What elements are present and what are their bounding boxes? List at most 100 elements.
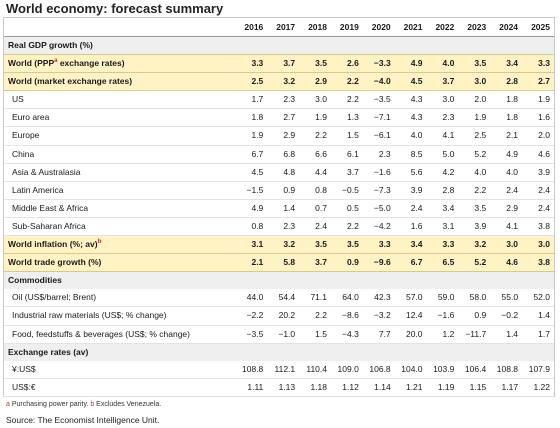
row-label: World (market exchange rates)	[4, 72, 236, 92]
value-cell-2025: 1.22	[522, 378, 554, 397]
value-cell-2024: 4.6	[490, 253, 523, 273]
section-header-row: Real GDP growth (%)	[4, 36, 554, 55]
row-label: Exchange rates (av)	[4, 343, 554, 361]
page-title: World economy: forecast summary	[6, 1, 224, 16]
row-label-text: Europe	[12, 130, 40, 141]
value-cell-2022: 4.0	[426, 54, 459, 74]
value-cell-2021: 104.0	[394, 360, 427, 379]
value-cell-2017: 4.8	[267, 163, 300, 182]
row-label-text: US	[12, 94, 24, 105]
value-cell-2022: 1.2	[426, 325, 459, 344]
value-cell-2021: 1.21	[394, 378, 427, 397]
value-cell-2020: 1.14	[362, 378, 395, 397]
value-cell-2016: 1.9	[235, 126, 268, 146]
value-cell-2017: 112.1	[267, 360, 300, 379]
value-cell-2017: −1.0	[267, 325, 300, 344]
value-cell-2025: 4.6	[522, 145, 554, 164]
value-cell-2017: 2.7	[267, 108, 300, 128]
year-header-2022: 2022	[426, 18, 459, 37]
value-cell-2019: 2.2	[330, 90, 363, 110]
table-row: World trade growth (%) 2.1 5.8 3.7 0.9 −9.6 6.…	[4, 253, 554, 273]
value-cell-2022: 4.2	[426, 163, 459, 182]
value-cell-2016: 1.11	[235, 378, 268, 397]
value-cell-2024: 2.8	[490, 72, 523, 92]
row-label-text: Real GDP growth (%)	[8, 40, 93, 50]
value-cell-2022: 3.1	[426, 217, 459, 237]
row-label: Middle East & Africa	[4, 199, 236, 218]
value-cell-2025: 3.3	[522, 54, 554, 74]
value-cell-2020: −3.3	[362, 54, 395, 74]
row-label: US	[4, 90, 236, 110]
table-row: Industrial raw materials (US$; % change)…	[4, 306, 554, 326]
table-row: Oil (US$/barrel; Brent) 44.0 54.4 71.1 64.0 4…	[4, 289, 554, 308]
value-cell-2016: 3.3	[235, 54, 268, 74]
value-cell-2022: 103.9	[426, 360, 459, 379]
footnote-a-text: Purchasing power parity.	[9, 401, 91, 408]
row-label-text: World trade growth (%)	[8, 257, 102, 268]
value-cell-2019: 1.12	[330, 378, 363, 397]
row-label: Commodities	[4, 271, 554, 290]
value-cell-2017: 1.4	[267, 199, 300, 218]
value-cell-2022: 3.7	[426, 72, 459, 92]
value-cell-2019: 1.3	[330, 108, 363, 128]
table-row: Euro area 1.8 2.7 1.9 1.3 −7.1 4.3 2.3 1.9 1.8 1.6	[4, 108, 554, 128]
value-cell-2022: 3.3	[426, 235, 459, 255]
value-cell-2016: −1.5	[235, 181, 268, 200]
value-cell-2018: 0.7	[299, 199, 331, 218]
year-header-2021: 2021	[394, 18, 427, 37]
table-row: China 6.7 6.8 6.6 6.1 2.3 8.5 5.0 5.2 4.9 4.6	[4, 145, 554, 164]
value-cell-2021: 3.9	[394, 181, 427, 200]
value-cell-2016: 1.8	[235, 108, 268, 128]
value-cell-2023: 2.5	[458, 126, 491, 146]
value-cell-2023: 2.2	[458, 181, 491, 200]
value-cell-2017: 2.9	[267, 126, 300, 146]
year-header-2023: 2023	[458, 18, 491, 37]
value-cell-2024: 2.9	[490, 199, 523, 218]
value-cell-2023: −11.7	[458, 325, 491, 344]
value-cell-2023: 3.5	[458, 199, 491, 218]
value-cell-2016: 6.7	[235, 145, 268, 164]
value-cell-2021: 4.0	[394, 126, 427, 146]
value-cell-2021: 4.9	[394, 54, 427, 74]
value-cell-2025: 1.7	[522, 325, 554, 344]
value-cell-2018: 3.5	[299, 235, 331, 255]
value-cell-2017: 5.8	[267, 253, 300, 273]
value-cell-2019: −8.6	[330, 306, 363, 326]
value-cell-2019: 64.0	[330, 289, 363, 308]
row-label-text: Exchange rates (av)	[8, 346, 89, 357]
row-label: Euro area	[4, 108, 236, 128]
value-cell-2025: 52.0	[522, 289, 554, 308]
value-cell-2022: 4.1	[426, 126, 459, 146]
value-cell-2023: 3.2	[458, 235, 491, 255]
row-label: Food, feedstuffs & beverages (US$; % cha…	[4, 325, 236, 344]
value-cell-2017: 0.9	[267, 181, 300, 200]
value-cell-2025: 107.9	[522, 360, 554, 379]
value-cell-2017: 2.3	[267, 217, 300, 237]
row-label-text: Latin America	[12, 184, 64, 195]
row-label: World (PPPa exchange rates)	[4, 54, 236, 74]
value-cell-2016: 44.0	[235, 289, 268, 308]
value-cell-2021: 2.4	[394, 199, 427, 218]
value-cell-2019: 3.5	[330, 235, 363, 255]
value-cell-2024: 4.9	[490, 145, 523, 164]
row-label-text: Industrial raw materials (US$; % change)	[12, 310, 167, 321]
value-cell-2017: 2.3	[267, 90, 300, 110]
value-cell-2019: 109.0	[330, 360, 363, 379]
value-cell-2020: −3.5	[362, 90, 395, 110]
value-cell-2023: 4.0	[458, 163, 491, 182]
value-cell-2022: 6.5	[426, 253, 459, 273]
table-row: Asia & Australasia 4.5 4.8 4.4 3.7 −1.6 5.6 4.2…	[4, 163, 554, 182]
value-cell-2020: −7.3	[362, 181, 395, 200]
value-cell-2019: 0.9	[330, 253, 363, 273]
value-cell-2018: 110.4	[299, 360, 331, 379]
value-cell-2019: 2.2	[330, 72, 363, 92]
year-header-2025: 2025	[522, 18, 554, 37]
value-cell-2020: −4.0	[362, 72, 395, 92]
row-label: China	[4, 145, 236, 164]
value-cell-2018: 3.7	[299, 253, 331, 273]
row-label: Industrial raw materials (US$; % change)	[4, 306, 236, 326]
value-cell-2024: 3.4	[490, 54, 523, 74]
value-cell-2016: 2.5	[235, 72, 268, 92]
value-cell-2017: 1.13	[267, 378, 300, 397]
